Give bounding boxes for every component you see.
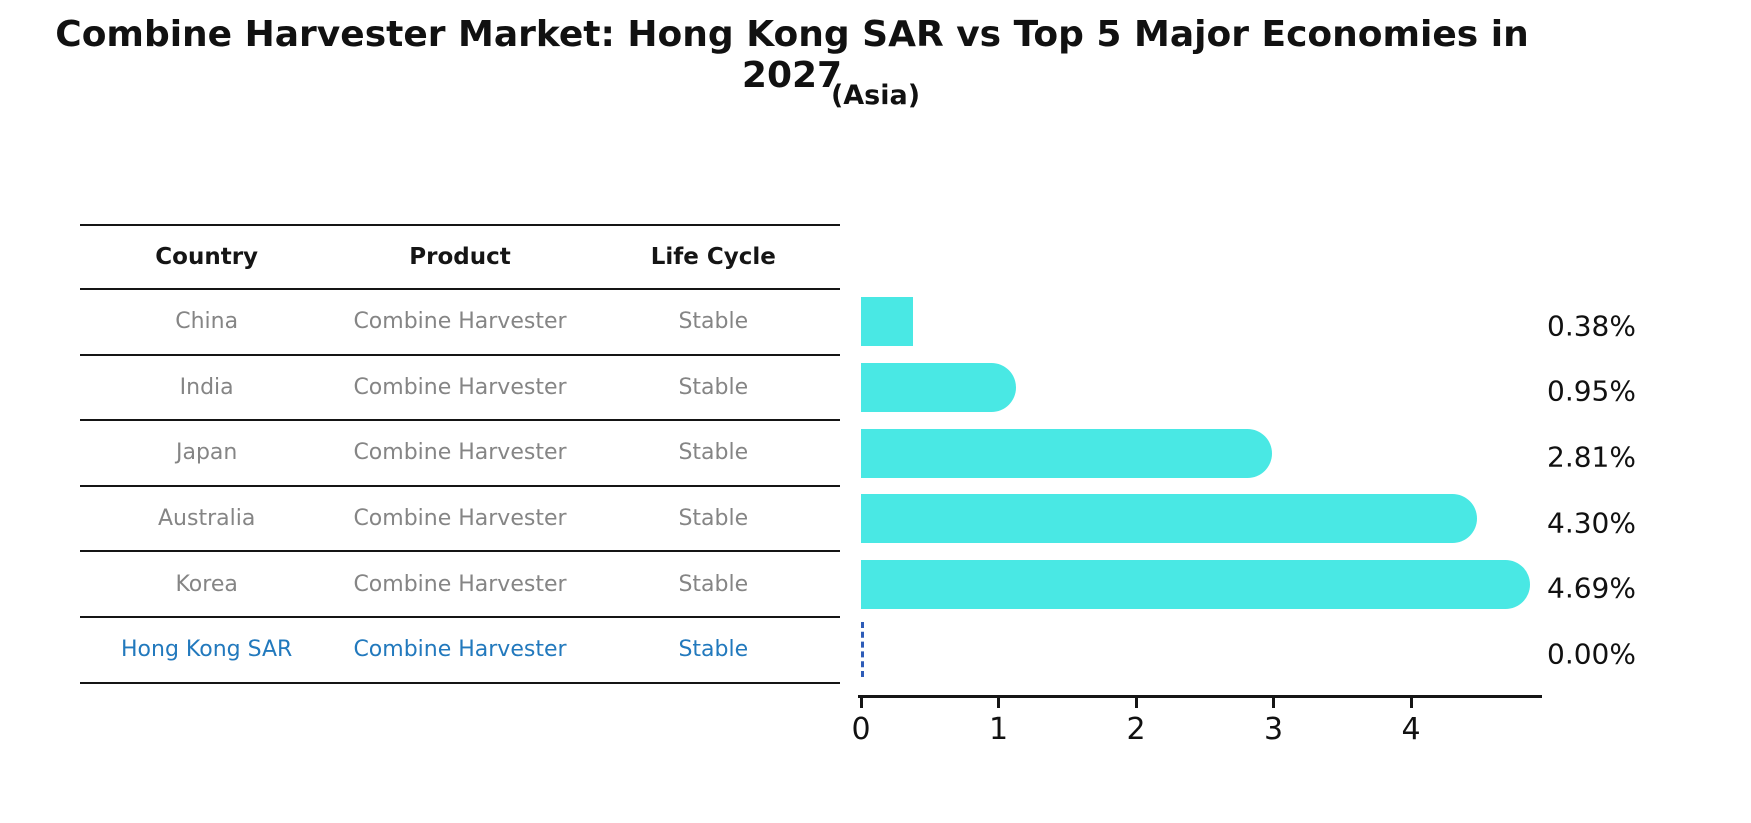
- x-axis-ticklabel-1: 1: [988, 712, 1009, 747]
- cell-product: Combine Harvester: [353, 374, 567, 400]
- cell-lifecycle: Stable: [678, 440, 749, 466]
- table-row-australia: Australia Combine Harvester Stable: [80, 487, 840, 553]
- value-label-india: 0.95%: [1547, 374, 1636, 408]
- x-axis-tick-3: [1272, 698, 1275, 708]
- cell-country: India: [179, 374, 234, 400]
- cell-country: Korea: [175, 571, 238, 597]
- table-row-china: China Combine Harvester Stable: [80, 290, 840, 356]
- bar-china: [861, 297, 914, 347]
- x-axis-tick-2: [1134, 698, 1138, 708]
- cell-lifecycle: Stable: [678, 309, 749, 335]
- bar-australia: [861, 494, 1477, 544]
- x-axis-ticklabel-3: 3: [1263, 712, 1284, 747]
- col-header-country: Country: [155, 244, 259, 270]
- value-label-korea: 4.69%: [1547, 571, 1636, 605]
- x-axis-line: [858, 695, 1542, 698]
- x-axis-ticklabel-2: 2: [1126, 712, 1146, 747]
- col-header-lifecycle: Life Cycle: [650, 244, 776, 270]
- x-axis-tick-0: [859, 698, 863, 708]
- chart-subtitle: (Asia): [830, 80, 921, 111]
- table-body: China Combine Harvester Stable India Combine…: [80, 290, 840, 684]
- bar-japan: [861, 428, 1272, 478]
- bar-korea: [861, 559, 1531, 609]
- zero-value-marker-hong-kong-sar: [861, 622, 864, 678]
- chart-title: Combine Harvester Market: Hong Kong SAR …: [55, 14, 1529, 96]
- x-axis-ticklabel-0: 0: [851, 712, 871, 747]
- table-header-row: Country Product Life Cycle: [80, 226, 840, 290]
- table-row-india: India Combine Harvester Stable: [80, 356, 840, 422]
- bar-india: [861, 362, 1017, 412]
- value-label-china: 0.38%: [1547, 309, 1636, 343]
- cell-country: Japan: [175, 440, 238, 466]
- table-row-korea: Korea Combine Harvester Stable: [80, 552, 840, 618]
- cell-lifecycle: Stable: [678, 506, 749, 532]
- value-label-australia: 4.30%: [1547, 506, 1636, 540]
- cell-product: Combine Harvester: [353, 637, 567, 663]
- table-row-japan: Japan Combine Harvester Stable: [80, 421, 840, 487]
- country-table: Country Product Life Cycle China Combine …: [80, 224, 840, 684]
- cell-lifecycle: Stable: [678, 571, 749, 597]
- cell-lifecycle: Stable: [678, 374, 749, 400]
- col-header-product: Product: [409, 244, 511, 270]
- table-row-hong-kong-sar: Hong Kong SAR Combine Harvester Stable: [80, 618, 840, 684]
- cell-country: Hong Kong SAR: [121, 637, 293, 663]
- cell-product: Combine Harvester: [353, 440, 567, 466]
- value-label-japan: 2.81%: [1547, 440, 1636, 474]
- cell-country: China: [175, 309, 239, 335]
- x-axis-ticklabel-4: 4: [1401, 712, 1421, 747]
- cell-product: Combine Harvester: [353, 309, 567, 335]
- x-axis-tick-4: [1409, 698, 1413, 708]
- cell-product: Combine Harvester: [353, 506, 567, 532]
- value-label-hong-kong-sar: 0.00%: [1547, 637, 1636, 671]
- x-axis-tick-1: [997, 698, 1000, 708]
- cell-lifecycle: Stable: [678, 637, 749, 663]
- cell-country: Australia: [158, 506, 256, 532]
- cell-product: Combine Harvester: [353, 571, 567, 597]
